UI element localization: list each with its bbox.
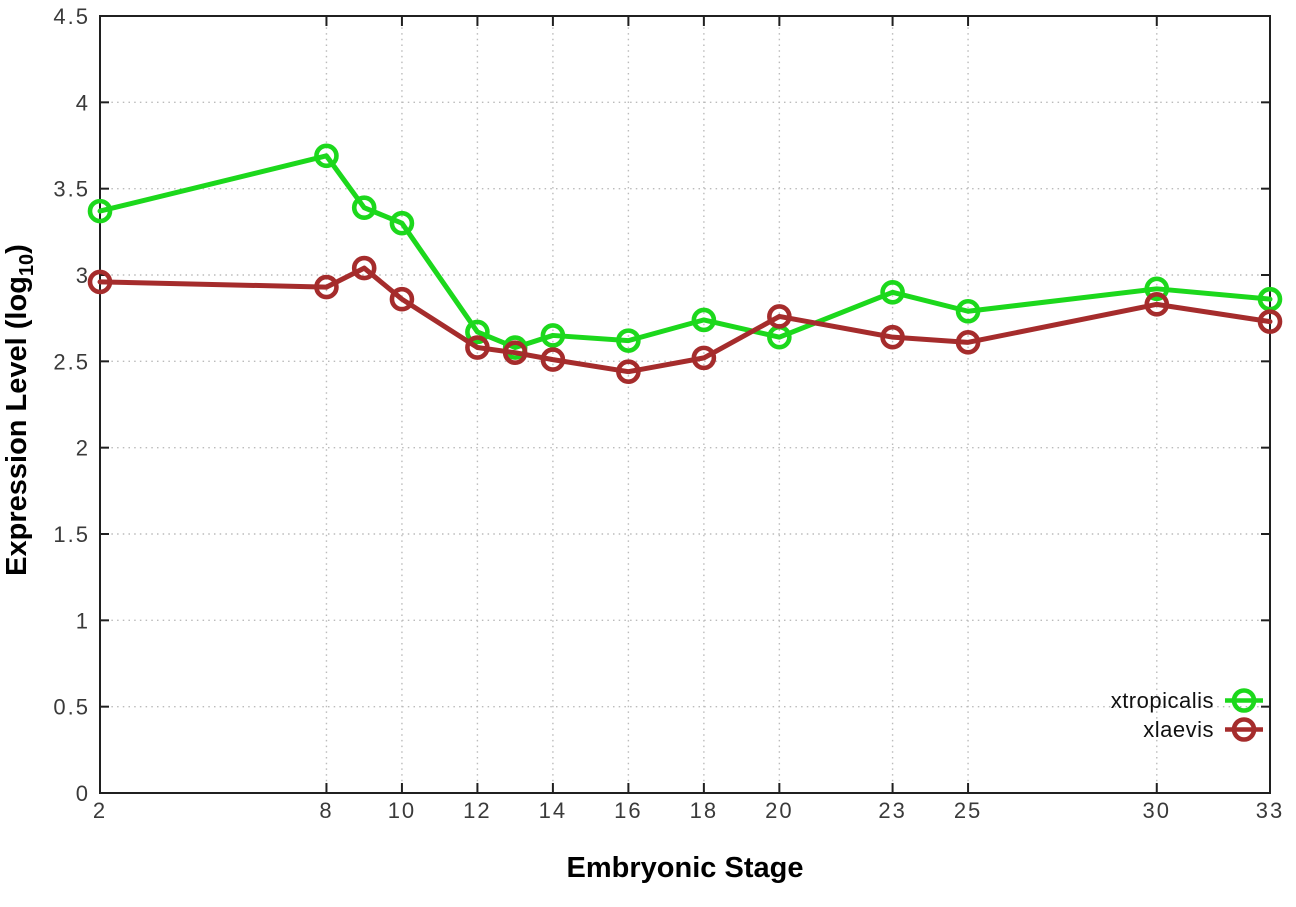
legend: xtropicalis xlaevis: [1111, 686, 1266, 744]
x-tick-label: 16: [614, 798, 642, 823]
data-point-xtropicalis: [314, 143, 339, 169]
data-point-xlaevis: [767, 304, 792, 329]
data-point-xtropicalis: [955, 298, 981, 324]
data-point-xlaevis: [1257, 309, 1283, 334]
x-axis-title: Embryonic Stage: [567, 852, 804, 884]
x-tick-label: 12: [463, 798, 491, 823]
x-tick-label: 23: [878, 798, 906, 823]
y-tick-label: 4.5: [53, 4, 90, 29]
data-point-xtropicalis: [465, 319, 490, 345]
data-point-xlaevis: [314, 274, 339, 300]
x-tick-label: 14: [539, 798, 567, 823]
y-tick-label: 3: [76, 263, 90, 288]
data-point-xlaevis: [540, 347, 566, 372]
line-point-marker-icon: [1225, 717, 1263, 742]
x-tick-label: 30: [1143, 798, 1171, 823]
legend-item-xlaevis: xlaevis: [1143, 715, 1266, 744]
series-line-xlaevis: [97, 265, 1273, 375]
data-point-xtropicalis: [691, 307, 717, 333]
x-tick-label: 25: [954, 798, 982, 823]
data-point-xlaevis: [1144, 292, 1170, 317]
y-tick-label: 2.5: [53, 349, 90, 374]
data-point-xlaevis: [880, 324, 905, 350]
data-point-xtropicalis: [880, 279, 905, 305]
x-tick-label: 8: [319, 798, 333, 823]
data-point-xlaevis: [389, 286, 415, 312]
y-tick-label: 3.5: [53, 177, 90, 202]
x-tick-label: 10: [388, 798, 416, 823]
data-point-xtropicalis: [1144, 276, 1170, 302]
y-tick-label: 1.5: [53, 522, 90, 547]
legend-label-xlaevis: xlaevis: [1143, 716, 1214, 742]
y-tick-label: 4: [76, 90, 90, 115]
y-tick-label: 0.5: [53, 695, 90, 720]
data-point-xtropicalis: [1257, 286, 1283, 312]
data-point-xtropicalis: [87, 198, 113, 224]
legend-item-xtropicalis: xtropicalis: [1111, 686, 1266, 715]
data-point-xlaevis: [465, 335, 490, 360]
x-tick-label: 18: [690, 798, 718, 823]
x-tick-label: 20: [765, 798, 793, 823]
plot-border: [99, 15, 1271, 794]
data-point-xtropicalis: [540, 323, 566, 348]
data-point-xlaevis: [616, 359, 641, 384]
data-point-xlaevis: [955, 330, 981, 355]
data-point-xlaevis: [502, 340, 528, 366]
series-line-xtropicalis: [97, 153, 1273, 351]
data-point-xlaevis: [691, 345, 717, 371]
data-point-xtropicalis: [351, 195, 377, 220]
legend-label-xtropicalis: xtropicalis: [1110, 687, 1214, 713]
data-point-xtropicalis: [389, 210, 415, 236]
data-point-xtropicalis: [616, 328, 641, 353]
line-point-marker-icon: [1225, 688, 1263, 713]
y-axis-title: Expression Level (log10): [1, 244, 38, 576]
data-point-xlaevis: [87, 269, 113, 295]
y-tick-label: 0: [76, 781, 90, 806]
y-tick-label: 1: [76, 608, 90, 633]
x-tick-label: 33: [1256, 798, 1284, 823]
x-tick-label: 2: [93, 798, 107, 823]
y-tick-label: 2: [76, 436, 90, 461]
data-point-xlaevis: [351, 255, 377, 281]
